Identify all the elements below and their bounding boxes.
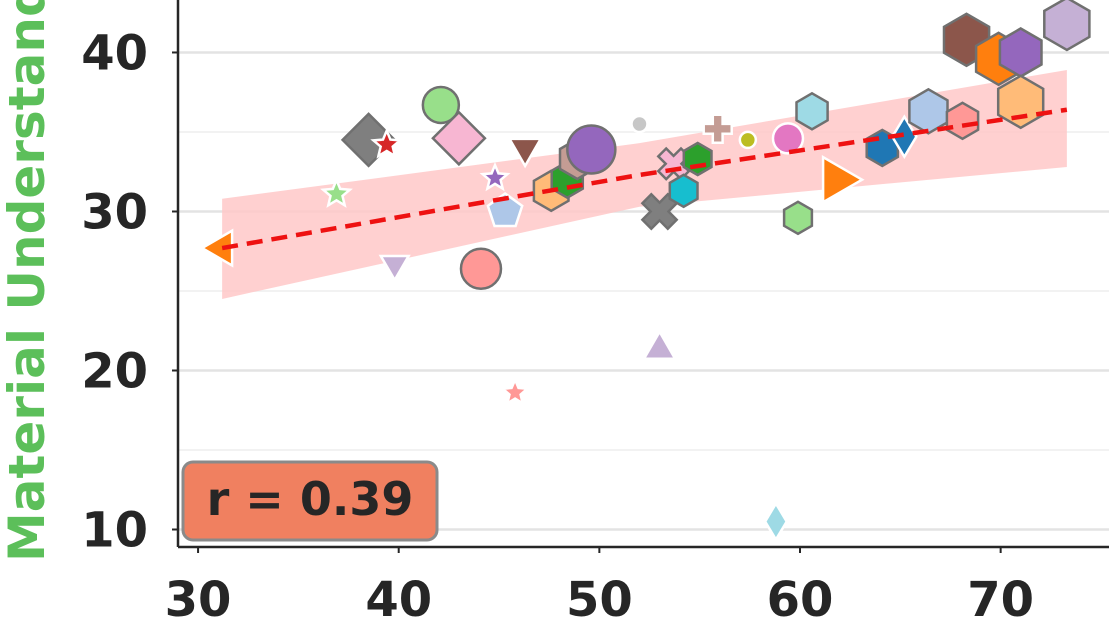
fit-line [221, 107, 1068, 251]
x-tick-label: 40 [365, 572, 432, 628]
x-tick-label: 50 [566, 572, 633, 628]
point [499, 376, 531, 406]
point [702, 113, 733, 145]
point [821, 155, 865, 205]
point [763, 501, 789, 542]
point [782, 200, 814, 236]
point [998, 27, 1043, 78]
point [738, 130, 758, 150]
confidence-band [222, 69, 1067, 299]
y-tick-label: 10 [81, 503, 148, 559]
point [641, 329, 678, 361]
point [459, 247, 503, 290]
y-tick-label: 20 [81, 343, 148, 399]
point [795, 91, 829, 131]
point [640, 192, 679, 231]
y-tick-label: 40 [81, 25, 148, 81]
point [566, 124, 617, 175]
point [431, 110, 487, 167]
point [1043, 0, 1091, 52]
point [771, 122, 805, 155]
point [630, 114, 649, 134]
annotation-box [181, 460, 439, 542]
point [479, 161, 511, 192]
point [668, 173, 699, 209]
point [996, 74, 1045, 130]
point [320, 176, 353, 208]
annotation: r = 0.39 [207, 472, 414, 526]
x-tick-label: 30 [165, 572, 232, 628]
point [421, 85, 461, 125]
point [370, 127, 404, 159]
y-axis-label: Material Understanding [0, 0, 56, 562]
point [682, 141, 713, 177]
point [945, 101, 980, 141]
point [890, 114, 918, 160]
x-tick-label: 60 [767, 572, 834, 628]
point [507, 137, 543, 169]
x-tick-label: 70 [967, 572, 1034, 628]
y-tick-label: 30 [81, 184, 148, 240]
point [908, 87, 949, 135]
point [378, 254, 411, 283]
